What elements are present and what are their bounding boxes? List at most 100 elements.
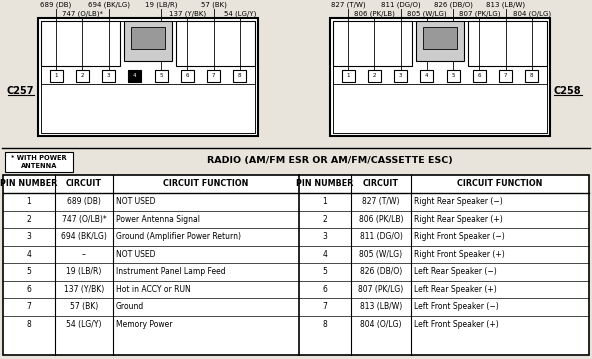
Bar [76, 70, 89, 82]
Text: 2: 2 [81, 73, 84, 78]
Bar [41, 84, 255, 133]
Text: 5: 5 [323, 267, 327, 276]
Text: Right Front Speaker (−): Right Front Speaker (−) [414, 232, 505, 241]
Bar [446, 70, 459, 82]
Text: PIN NUMBER: PIN NUMBER [297, 180, 353, 188]
Text: 8: 8 [238, 73, 242, 78]
Text: 2: 2 [27, 215, 31, 224]
Bar [342, 70, 355, 82]
Bar [468, 21, 547, 66]
Bar [333, 21, 412, 66]
Text: 7: 7 [212, 73, 215, 78]
Text: 805 (W/LG): 805 (W/LG) [359, 250, 403, 259]
Bar [102, 70, 115, 82]
Text: 1: 1 [323, 197, 327, 206]
Bar [38, 18, 258, 136]
Text: 5: 5 [27, 267, 31, 276]
Text: 806 (PK/LB): 806 (PK/LB) [354, 10, 395, 17]
Text: 7: 7 [27, 302, 31, 311]
Text: 19 (LB/R): 19 (LB/R) [66, 267, 102, 276]
Text: 54 (LG/Y): 54 (LG/Y) [66, 320, 102, 329]
Text: PIN NUMBER: PIN NUMBER [1, 180, 57, 188]
Text: * WITH POWER
ANTENNA: * WITH POWER ANTENNA [11, 155, 67, 169]
Text: 6: 6 [478, 73, 481, 78]
Text: 826 (DB/O): 826 (DB/O) [360, 267, 402, 276]
Text: 747 (O/LB)*: 747 (O/LB)* [62, 215, 107, 224]
Text: 804 (O/LG): 804 (O/LG) [513, 10, 551, 17]
Text: 5: 5 [159, 73, 163, 78]
Text: 806 (PK/LB): 806 (PK/LB) [359, 215, 403, 224]
Text: 3: 3 [323, 232, 327, 241]
Text: 2: 2 [372, 73, 376, 78]
Text: 807 (PK/LG): 807 (PK/LG) [358, 285, 404, 294]
Bar [499, 70, 512, 82]
Text: 7: 7 [504, 73, 507, 78]
Text: 689 (DB): 689 (DB) [40, 1, 72, 8]
Text: 805 (W/LG): 805 (W/LG) [407, 10, 447, 17]
Text: 813 (LB/W): 813 (LB/W) [486, 1, 525, 8]
Bar [333, 21, 547, 133]
Text: 4: 4 [425, 73, 429, 78]
Text: C258: C258 [554, 86, 581, 96]
Text: Hot in ACCY or RUN: Hot in ACCY or RUN [116, 285, 191, 294]
Bar [41, 21, 255, 133]
Bar [368, 70, 381, 82]
Text: 694 (BK/LG): 694 (BK/LG) [61, 232, 107, 241]
Text: 3: 3 [107, 73, 110, 78]
Text: 3: 3 [399, 73, 403, 78]
Text: 827 (T/W): 827 (T/W) [362, 197, 400, 206]
Text: Memory Power: Memory Power [116, 320, 172, 329]
Text: 1: 1 [346, 73, 350, 78]
Bar [394, 70, 407, 82]
Text: 1: 1 [54, 73, 58, 78]
Text: RADIO (AM/FM ESR OR AM/FM/CASSETTE ESC): RADIO (AM/FM ESR OR AM/FM/CASSETTE ESC) [207, 155, 453, 164]
Bar [473, 70, 486, 82]
Text: 4: 4 [133, 73, 137, 78]
Text: CIRCUIT FUNCTION: CIRCUIT FUNCTION [163, 180, 249, 188]
Text: Left Rear Speaker (+): Left Rear Speaker (+) [414, 285, 497, 294]
Text: NOT USED: NOT USED [116, 250, 156, 259]
Text: Right Front Speaker (+): Right Front Speaker (+) [414, 250, 505, 259]
Text: Right Rear Speaker (+): Right Rear Speaker (+) [414, 215, 503, 224]
Text: 689 (DB): 689 (DB) [67, 197, 101, 206]
Bar [5, 152, 73, 172]
Bar [420, 70, 433, 82]
Text: CIRCUIT: CIRCUIT [363, 180, 399, 188]
Text: 8: 8 [323, 320, 327, 329]
Text: 19 (LB/R): 19 (LB/R) [145, 1, 178, 8]
Text: 6: 6 [323, 285, 327, 294]
Text: 57 (BK): 57 (BK) [201, 1, 227, 8]
Bar [50, 70, 63, 82]
Text: 57 (BK): 57 (BK) [70, 302, 98, 311]
Bar [41, 21, 120, 66]
Text: C257: C257 [7, 86, 34, 96]
Text: NOT USED: NOT USED [116, 197, 156, 206]
Bar [131, 27, 165, 49]
Text: 8: 8 [27, 320, 31, 329]
Bar [181, 70, 194, 82]
Text: 4: 4 [323, 250, 327, 259]
Text: 137 (Y/BK): 137 (Y/BK) [169, 10, 206, 17]
Text: 5: 5 [451, 73, 455, 78]
Text: 3: 3 [27, 232, 31, 241]
Bar [330, 18, 550, 136]
Bar [233, 70, 246, 82]
Bar [155, 70, 168, 82]
Bar [416, 21, 464, 61]
Text: 804 (O/LG): 804 (O/LG) [361, 320, 402, 329]
Text: 4: 4 [27, 250, 31, 259]
Text: 807 (PK/LG): 807 (PK/LG) [459, 10, 500, 17]
Text: CIRCUIT: CIRCUIT [66, 180, 102, 188]
Text: 1: 1 [27, 197, 31, 206]
Text: CIRCUIT FUNCTION: CIRCUIT FUNCTION [457, 180, 543, 188]
Bar [525, 70, 538, 82]
Bar [207, 70, 220, 82]
Text: 6: 6 [186, 73, 189, 78]
Text: Right Rear Speaker (−): Right Rear Speaker (−) [414, 197, 503, 206]
Text: 2: 2 [323, 215, 327, 224]
Text: Left Rear Speaker (−): Left Rear Speaker (−) [414, 267, 497, 276]
Text: 6: 6 [27, 285, 31, 294]
Text: 694 (BK/LG): 694 (BK/LG) [88, 1, 130, 8]
Text: 7: 7 [323, 302, 327, 311]
Text: –: – [82, 250, 86, 259]
